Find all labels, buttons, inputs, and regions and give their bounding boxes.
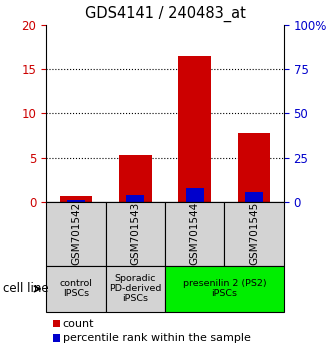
Text: percentile rank within the sample: percentile rank within the sample [63,333,250,343]
Bar [186,188,204,202]
Bar [238,133,271,202]
Text: GSM701542: GSM701542 [71,202,81,265]
Bar [119,155,151,202]
Bar [224,202,284,266]
Bar [178,56,211,202]
Text: cell line: cell line [3,282,49,295]
Bar [67,200,85,202]
Bar [165,266,284,312]
Bar [106,266,165,312]
Title: GDS4141 / 240483_at: GDS4141 / 240483_at [84,6,246,22]
Bar [46,266,106,312]
Text: control
IPSCs: control IPSCs [59,279,92,298]
Bar [46,202,106,266]
Bar [165,202,224,266]
Text: GSM701543: GSM701543 [130,202,140,265]
Text: GSM701544: GSM701544 [190,202,200,265]
Text: presenilin 2 (PS2)
iPSCs: presenilin 2 (PS2) iPSCs [182,279,266,298]
Bar [59,195,92,202]
Bar [106,202,165,266]
Bar [126,195,144,202]
Text: GSM701545: GSM701545 [249,202,259,265]
Text: Sporadic
PD-derived
iPSCs: Sporadic PD-derived iPSCs [109,274,161,303]
Bar [245,192,263,202]
Text: count: count [63,319,94,329]
